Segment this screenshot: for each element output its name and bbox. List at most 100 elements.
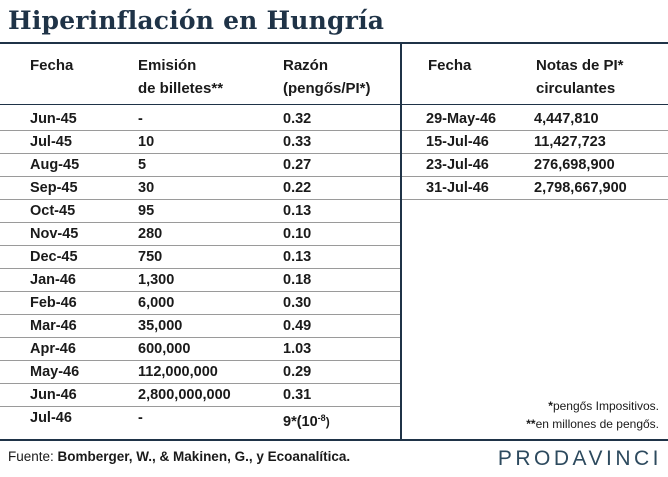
issue-cell: 112,000,000 bbox=[138, 364, 218, 380]
date-cell: 15-Jul-46 bbox=[426, 134, 489, 150]
header-ratio: Razón (pengős/PI*) bbox=[283, 54, 371, 100]
notes-cell: 2,798,667,900 bbox=[534, 180, 627, 196]
table-row: Jul-46 - 9*(10-8) bbox=[0, 407, 400, 430]
date-cell: Jul-45 bbox=[30, 134, 72, 150]
table-row: Mar-46 35,000 0.49 bbox=[0, 315, 400, 338]
ratio-cell: 0.32 bbox=[283, 111, 312, 127]
footnote-1-mark: * bbox=[548, 399, 553, 413]
issue-cell: 95 bbox=[138, 203, 155, 219]
date-cell: Nov-45 bbox=[30, 226, 79, 242]
ratio-cell: 0.49 bbox=[283, 318, 312, 334]
issuance-table: Jun-45 - 0.32 Jul-45 10 0.33 Aug-45 5 0.27 Sep… bbox=[0, 108, 400, 430]
issue-cell: 600,000 bbox=[138, 341, 191, 357]
header-ratio-line2: (pengős/PI*) bbox=[283, 80, 371, 97]
left-header-separator bbox=[0, 104, 400, 105]
ratio-cell: 0.33 bbox=[283, 134, 312, 150]
table-row: 31-Jul-46 2,798,667,900 bbox=[402, 177, 668, 200]
footnote-1: *pengős Impositivos. bbox=[526, 397, 659, 415]
table-row: Jun-46 2,800,000,000 0.31 bbox=[0, 384, 400, 407]
issue-cell: 2,800,000,000 bbox=[138, 387, 231, 403]
issue-cell: 10 bbox=[138, 134, 155, 150]
table-row: Jan-46 1,300 0.18 bbox=[0, 269, 400, 292]
ratio-cell: 0.29 bbox=[283, 364, 312, 380]
date-cell: 23-Jul-46 bbox=[426, 157, 489, 173]
ratio-close-paren: ) bbox=[325, 415, 330, 429]
ratio-cell: 0.13 bbox=[283, 203, 312, 219]
header-right-date: Fecha bbox=[428, 57, 472, 74]
table-row: Aug-45 5 0.27 bbox=[0, 154, 400, 177]
header-notes-line2: circulantes bbox=[536, 80, 616, 97]
issue-cell: - bbox=[138, 111, 143, 127]
notes-table: 29-May-46 4,447,810 15-Jul-46 11,427,723 2… bbox=[402, 108, 668, 200]
ratio-cell: 0.27 bbox=[283, 157, 312, 173]
table-row: 23-Jul-46 276,698,900 bbox=[402, 154, 668, 177]
date-cell: 29-May-46 bbox=[426, 111, 497, 127]
table-row: Oct-45 95 0.13 bbox=[0, 200, 400, 223]
table-row: 29-May-46 4,447,810 bbox=[402, 108, 668, 131]
date-cell: Apr-46 bbox=[30, 341, 76, 357]
date-cell: Jul-46 bbox=[30, 410, 72, 426]
header-issue-line1: Emisión bbox=[138, 57, 197, 74]
ratio-base: 9*(10 bbox=[283, 414, 318, 430]
issue-cell: 30 bbox=[138, 180, 155, 196]
bottom-divider bbox=[0, 439, 668, 441]
issue-cell: 5 bbox=[138, 157, 147, 173]
notes-cell: 11,427,723 bbox=[534, 134, 606, 150]
issue-cell: 750 bbox=[138, 249, 163, 265]
top-divider bbox=[0, 42, 668, 44]
date-cell: Aug-45 bbox=[30, 157, 80, 173]
table-row: Jun-45 - 0.32 bbox=[0, 108, 400, 131]
table-row: Dec-45 750 0.13 bbox=[0, 246, 400, 269]
header-notes-line1: Notas de PI* bbox=[536, 57, 624, 74]
ratio-cell: 0.22 bbox=[283, 180, 312, 196]
footnotes: *pengős Impositivos. **en millones de pe… bbox=[526, 397, 659, 433]
issue-cell: - bbox=[138, 410, 143, 426]
date-cell: Jan-46 bbox=[30, 272, 76, 288]
ratio-cell: 0.13 bbox=[283, 249, 312, 265]
date-cell: Dec-45 bbox=[30, 249, 78, 265]
footnote-1-text: pengős Impositivos. bbox=[552, 399, 659, 413]
brand-logo: PRODAVINCI bbox=[497, 447, 662, 470]
header-date: Fecha bbox=[30, 57, 74, 74]
date-cell: Oct-45 bbox=[30, 203, 76, 219]
issue-cell: 280 bbox=[138, 226, 163, 242]
right-header-separator bbox=[402, 104, 668, 105]
source-line: Fuente: Bomberger, W., & Makinen, G., y … bbox=[8, 449, 350, 464]
header-issue-line2: de billetes** bbox=[138, 80, 224, 97]
header-issue: Emisión de billetes** bbox=[138, 54, 223, 100]
table-row: 15-Jul-46 11,427,723 bbox=[402, 131, 668, 154]
date-cell: May-46 bbox=[30, 364, 80, 380]
ratio-cell: 0.18 bbox=[283, 272, 312, 288]
issue-cell: 6,000 bbox=[138, 295, 175, 311]
header-ratio-line1: Razón bbox=[283, 57, 328, 74]
table-row: Nov-45 280 0.10 bbox=[0, 223, 400, 246]
page-title: Hiperinflación en Hungría bbox=[8, 6, 385, 35]
ratio-cell: 0.30 bbox=[283, 295, 312, 311]
ratio-cell: 9*(10-8) bbox=[283, 409, 330, 432]
ratio-exponent: -8 bbox=[317, 413, 326, 423]
date-cell: Sep-45 bbox=[30, 180, 78, 196]
notes-cell: 4,447,810 bbox=[534, 111, 599, 127]
table-row: Jul-45 10 0.33 bbox=[0, 131, 400, 154]
table-row: Feb-46 6,000 0.30 bbox=[0, 292, 400, 315]
ratio-cell: 1.03 bbox=[283, 341, 312, 357]
table-row: Sep-45 30 0.22 bbox=[0, 177, 400, 200]
column-divider bbox=[400, 44, 402, 439]
date-cell: Feb-46 bbox=[30, 295, 77, 311]
footnote-2-mark: ** bbox=[526, 417, 536, 431]
footnote-2: **en millones de pengős. bbox=[526, 415, 659, 433]
date-cell: Jun-46 bbox=[30, 387, 77, 403]
source-text: Bomberger, W., & Makinen, G., y Ecoanalí… bbox=[57, 449, 351, 464]
notes-cell: 276,698,900 bbox=[534, 157, 615, 173]
source-prefix: Fuente: bbox=[8, 449, 58, 464]
issue-cell: 1,300 bbox=[138, 272, 175, 288]
date-cell: 31-Jul-46 bbox=[426, 180, 489, 196]
date-cell: Jun-45 bbox=[30, 111, 77, 127]
table-row: May-46 112,000,000 0.29 bbox=[0, 361, 400, 384]
ratio-cell: 0.31 bbox=[283, 387, 312, 403]
issue-cell: 35,000 bbox=[138, 318, 183, 334]
ratio-cell: 0.10 bbox=[283, 226, 312, 242]
date-cell: Mar-46 bbox=[30, 318, 77, 334]
table-row: Apr-46 600,000 1.03 bbox=[0, 338, 400, 361]
header-notes: Notas de PI* circulantes bbox=[536, 54, 624, 100]
